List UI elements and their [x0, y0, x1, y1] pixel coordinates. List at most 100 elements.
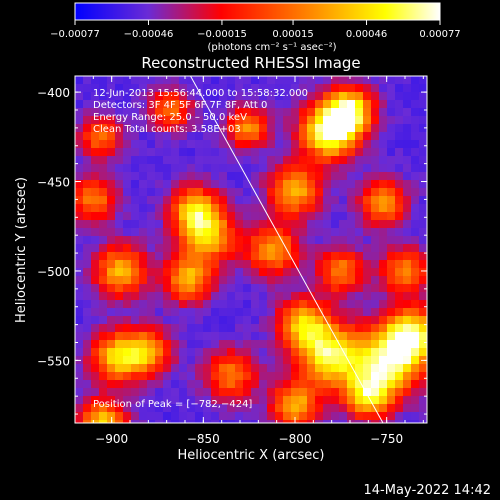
heatmap-cell [219, 92, 227, 100]
heatmap-cell [315, 180, 323, 188]
heatmap-cell [363, 236, 371, 244]
heatmap-cell [395, 404, 403, 412]
heatmap-cell [83, 284, 91, 292]
heatmap-cell [259, 300, 267, 308]
heatmap-cell [91, 148, 99, 156]
heatmap-cell [299, 276, 307, 284]
heatmap-cell [355, 380, 363, 388]
heatmap-cell [371, 100, 379, 108]
heatmap-cell [363, 212, 371, 220]
heatmap-cell [331, 420, 339, 423]
heatmap-cell [403, 308, 411, 316]
heatmap-cell [315, 108, 323, 116]
heatmap-cell [371, 220, 379, 228]
heatmap-cell [155, 140, 163, 148]
heatmap-cell [267, 324, 275, 332]
heatmap-cell [299, 116, 307, 124]
heatmap-cell [387, 284, 395, 292]
heatmap-cell [379, 300, 387, 308]
heatmap-cell [91, 260, 99, 268]
heatmap-cell [387, 228, 395, 236]
heatmap-cell [259, 140, 267, 148]
heatmap-cell [227, 340, 235, 348]
heatmap-cell [203, 84, 211, 92]
heatmap-cell [179, 324, 187, 332]
heatmap-cell [211, 180, 219, 188]
heatmap-cell [163, 132, 171, 140]
heatmap-cell [411, 228, 419, 236]
heatmap-cell [187, 332, 195, 340]
heatmap-cell [83, 188, 91, 196]
heatmap-cell [243, 188, 251, 196]
colorbar-tick-label: −0.00077 [50, 29, 100, 40]
heatmap-cell [243, 412, 251, 420]
heatmap-cell [75, 340, 83, 348]
heatmap-cell [395, 236, 403, 244]
heatmap-cell [91, 220, 99, 228]
heatmap-cell [211, 252, 219, 260]
heatmap-cell [131, 324, 139, 332]
heatmap-cell [355, 324, 363, 332]
heatmap-cell [187, 220, 195, 228]
heatmap-cell [379, 172, 387, 180]
heatmap-cell [75, 308, 83, 316]
heatmap-cell [123, 268, 131, 276]
heatmap-cell [155, 372, 163, 380]
heatmap-cell [387, 244, 395, 252]
heatmap-cell [275, 300, 283, 308]
heatmap-cell [403, 204, 411, 212]
heatmap-cell [283, 276, 291, 284]
heatmap-cell [259, 364, 267, 372]
heatmap-cell [371, 268, 379, 276]
heatmap-cell [379, 100, 387, 108]
x-tick-label: −750 [370, 432, 403, 446]
heatmap-cell [91, 172, 99, 180]
heatmap-cell [251, 316, 259, 324]
heatmap-cell [187, 244, 195, 252]
heatmap-cell [355, 348, 363, 356]
heatmap-cell [419, 348, 427, 356]
heatmap-cell [195, 324, 203, 332]
heatmap-cell [323, 412, 331, 420]
heatmap-cell [139, 276, 147, 284]
heatmap-cell [179, 172, 187, 180]
heatmap-cell [211, 324, 219, 332]
heatmap-cell [259, 220, 267, 228]
heatmap-cell [139, 124, 147, 132]
heatmap-cell [283, 420, 291, 423]
heatmap-cell [395, 100, 403, 108]
heatmap-cell [267, 212, 275, 220]
heatmap-cell [227, 292, 235, 300]
heatmap-cell [115, 308, 123, 316]
heatmap-cell [203, 252, 211, 260]
heatmap-cell [139, 380, 147, 388]
heatmap-cell [211, 100, 219, 108]
heatmap-cell [219, 388, 227, 396]
heatmap-cell [347, 164, 355, 172]
heatmap-cell [99, 252, 107, 260]
heatmap-cell [403, 380, 411, 388]
heatmap-cell [91, 340, 99, 348]
x-axis-label: Heliocentric X (arcsec) [178, 448, 325, 463]
heatmap-cell [123, 92, 131, 100]
heatmap-cell [243, 228, 251, 236]
heatmap-cell [139, 316, 147, 324]
heatmap-cell [203, 100, 211, 108]
heatmap-cell [203, 324, 211, 332]
heatmap-cell [131, 316, 139, 324]
heatmap-cell [107, 204, 115, 212]
heatmap-cell [307, 100, 315, 108]
heatmap-cell [123, 76, 131, 84]
heatmap-cell [395, 332, 403, 340]
heatmap-cell [115, 404, 123, 412]
heatmap-cell [355, 132, 363, 140]
heatmap-cell [339, 332, 347, 340]
heatmap-cell [203, 172, 211, 180]
heatmap-cell [171, 380, 179, 388]
heatmap-cell [379, 132, 387, 140]
heatmap-cell [115, 244, 123, 252]
heatmap-cell [75, 76, 83, 84]
heatmap-cell [75, 140, 83, 148]
heatmap-cell [227, 252, 235, 260]
heatmap-cell [99, 420, 107, 423]
